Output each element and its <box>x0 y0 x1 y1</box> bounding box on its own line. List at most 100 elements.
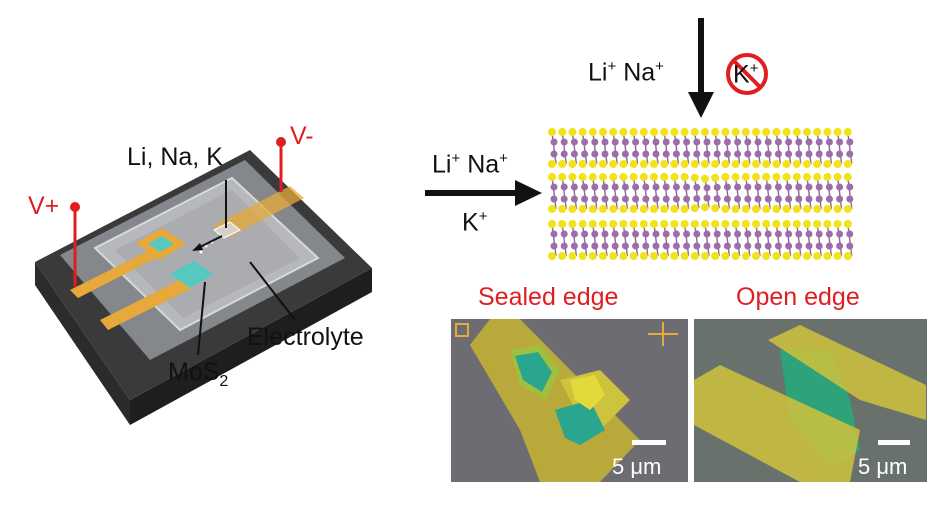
molybdenum-atom <box>652 195 660 203</box>
sulfur-atom <box>711 252 720 260</box>
sulfur-atom <box>721 173 730 181</box>
sulfur-atom <box>568 160 577 168</box>
crystal-bond <box>796 176 802 210</box>
molybdenum-atom <box>683 230 691 238</box>
molybdenum-atom <box>764 195 772 203</box>
sulfur-atom <box>609 220 618 228</box>
sulfur-atom <box>548 128 556 136</box>
sulfur-atom <box>629 128 638 136</box>
sulfur-atom <box>792 128 801 136</box>
molybdenum-atom <box>846 242 854 250</box>
sulfur-atom <box>660 205 669 213</box>
sulfur-atom <box>741 252 750 260</box>
molybdenum-atom <box>550 183 558 191</box>
molybdenum-atom <box>754 183 762 191</box>
molybdenum-atom <box>744 183 752 191</box>
molybdenum-atom <box>632 242 640 250</box>
molybdenum-atom <box>693 138 701 146</box>
sulfur-atom <box>548 252 556 260</box>
sulfur-atom <box>680 160 689 168</box>
molybdenum-atom <box>550 195 558 203</box>
crystal-bond <box>694 177 700 209</box>
molybdenum-atom <box>632 150 640 158</box>
molybdenum-atom <box>591 242 599 250</box>
crystal-bond <box>714 131 720 165</box>
sulfur-atom <box>701 160 709 168</box>
sulfur-atom <box>792 173 801 181</box>
sulfur-atom <box>568 205 577 213</box>
molybdenum-atom <box>785 195 793 203</box>
molybdenum-atom <box>734 183 742 191</box>
molybdenum-atom <box>591 195 599 203</box>
sealed-edge-title: Sealed edge <box>478 283 619 311</box>
sulfur-atom <box>548 205 556 213</box>
ion-arrowhead <box>192 243 203 251</box>
sulfur-atom <box>650 220 658 228</box>
crystal-bond <box>755 131 761 165</box>
molybdenum-atom <box>734 138 742 146</box>
sulfur-atom <box>843 160 852 168</box>
molybdenum-atom <box>632 230 640 238</box>
sulfur-atom <box>548 220 556 228</box>
molybdenum-atom <box>723 242 731 250</box>
sulfur-atom <box>782 220 791 228</box>
sealed-marker-1 <box>455 323 469 337</box>
crystal-bond <box>632 176 639 210</box>
molybdenum-atom <box>825 150 833 158</box>
molybdenum-atom <box>785 150 793 158</box>
sulfur-atom <box>721 205 730 213</box>
sulfur-atom <box>813 160 822 168</box>
crystal-bond <box>551 176 557 210</box>
sulfur-atom <box>803 205 811 213</box>
sulfur-atom <box>660 173 669 181</box>
sulfur-atom <box>762 173 771 181</box>
sulfur-atom <box>701 128 709 136</box>
molybdenum-atom <box>825 183 833 191</box>
crystal-bond <box>816 131 822 165</box>
molybdenum-atom <box>723 230 731 238</box>
sulfur-atom <box>721 160 730 168</box>
crystal-bond <box>826 176 833 210</box>
sulfur-atom <box>813 128 822 136</box>
gold-lead-bottom <box>100 278 192 330</box>
prohibited-icon <box>726 53 768 95</box>
sulfur-atom <box>599 160 607 168</box>
molybdenum-atom <box>795 183 803 191</box>
sulfur-atom <box>711 128 720 136</box>
sulfur-atom <box>701 203 709 212</box>
molybdenum-atom <box>652 150 660 158</box>
sulfur-atom <box>823 173 832 181</box>
sulfur-atom <box>639 205 648 213</box>
molybdenum-atom <box>621 138 629 146</box>
sulfur-atom <box>680 205 689 213</box>
molybdenum-atom <box>825 195 833 203</box>
crystal-bond <box>714 223 720 257</box>
molybdenum-atom <box>621 230 629 238</box>
molybdenum-atom <box>560 150 568 158</box>
crystal-bond <box>704 223 710 257</box>
sulfur-atom <box>823 220 832 228</box>
sulfur-atom <box>609 205 618 213</box>
crystal-bond <box>734 223 741 257</box>
molybdenum-atom <box>785 242 793 250</box>
molybdenum-atom <box>805 195 813 203</box>
sulfur-atom <box>599 205 607 213</box>
open-gold-bottom <box>694 365 860 482</box>
crystal-bond <box>622 131 629 165</box>
molybdenum-atom <box>652 230 660 238</box>
sulfur-atom <box>670 160 679 168</box>
sulfur-atom <box>660 220 669 228</box>
molybdenum-atom <box>560 230 568 238</box>
molybdenum-atom <box>744 150 752 158</box>
sulfur-atom <box>772 160 781 168</box>
molybdenum-atom <box>825 230 833 238</box>
molybdenum-atom <box>683 138 691 146</box>
molybdenum-atom <box>672 230 680 238</box>
ion-arrow <box>197 235 223 249</box>
sulfur-atom <box>803 160 811 168</box>
molybdenum-atom <box>703 230 711 238</box>
vplus-tip <box>70 202 80 212</box>
molybdenum-atom <box>621 242 629 250</box>
molybdenum-atom <box>662 242 670 250</box>
mos2-text: MoS <box>168 358 220 386</box>
